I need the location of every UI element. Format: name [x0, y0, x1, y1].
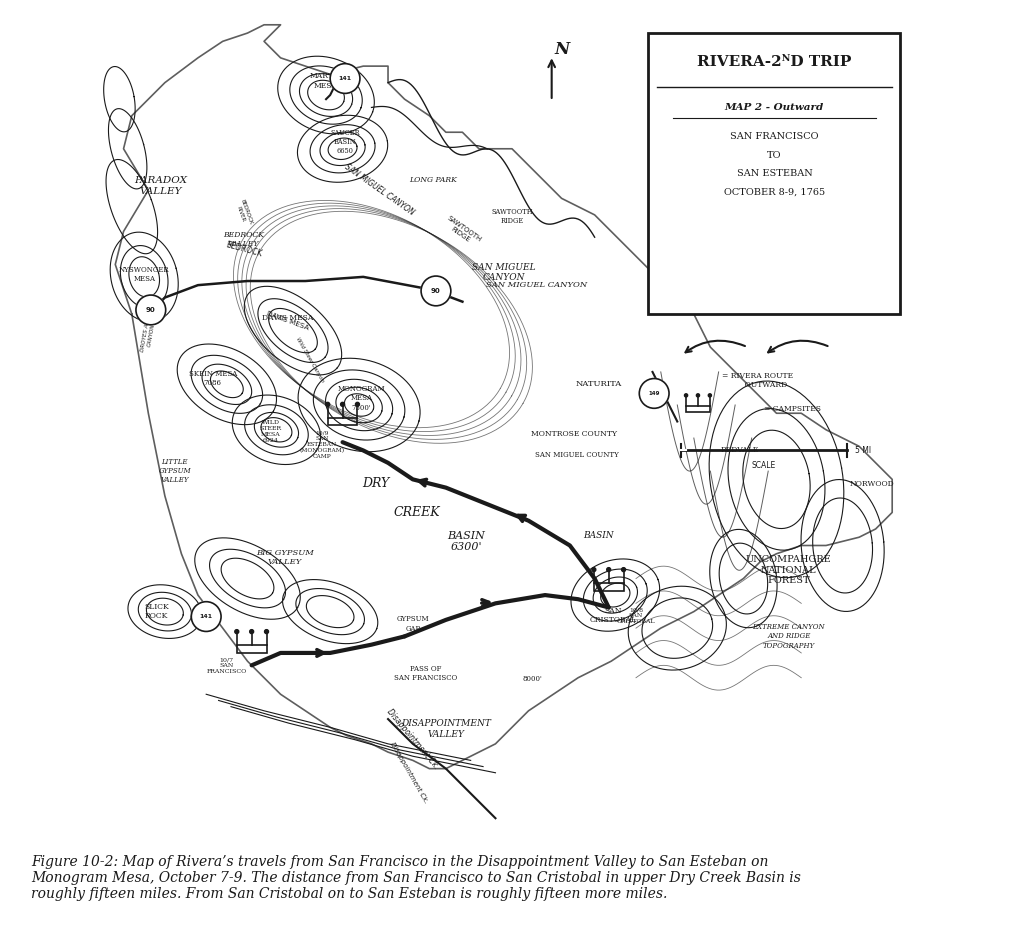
Text: Wild Steer Canyon: Wild Steer Canyon: [295, 336, 325, 383]
Text: DISAPPOINTMENT
VALLEY: DISAPPOINTMENT VALLEY: [401, 719, 490, 739]
Circle shape: [421, 276, 451, 306]
Text: SAN
CRISTOBAL: SAN CRISTOBAL: [589, 607, 636, 624]
Text: SLICK
ROCK: SLICK ROCK: [144, 603, 169, 620]
Text: BEDROCK
VALLEY: BEDROCK VALLEY: [223, 231, 264, 248]
Text: MONTROSE COUNTY: MONTROSE COUNTY: [531, 430, 617, 438]
Circle shape: [250, 630, 254, 634]
Text: BIG GYPSUM
VALLEY: BIG GYPSUM VALLEY: [256, 549, 313, 566]
Text: REDVALE: REDVALE: [720, 446, 759, 454]
Text: NYSWONGER
MESA: NYSWONGER MESA: [119, 266, 170, 283]
Text: DRY: DRY: [362, 477, 389, 490]
Text: SAN FRANCISCO: SAN FRANCISCO: [730, 132, 818, 141]
Text: 8000': 8000': [522, 675, 543, 683]
Bar: [648, 33, 900, 314]
Text: BASIN
6300': BASIN 6300': [447, 530, 485, 552]
Text: SAWTOOTH
RIDGE: SAWTOOTH RIDGE: [492, 208, 532, 225]
Text: Disappointment Ck.: Disappointment Ck.: [389, 741, 429, 805]
Text: SCALE: SCALE: [752, 461, 776, 470]
Bar: [237, 645, 266, 653]
Circle shape: [684, 394, 688, 397]
Text: TO: TO: [767, 151, 781, 160]
Text: Disappointment Ck.: Disappointment Ck.: [385, 707, 440, 770]
Bar: [686, 406, 710, 412]
Text: EXTREME CANYON
AND RIDGE
TOPOGRAPHY: EXTREME CANYON AND RIDGE TOPOGRAPHY: [753, 623, 825, 650]
Text: 90: 90: [146, 307, 156, 313]
Text: RIVERA-2ᴺD TRIP: RIVERA-2ᴺD TRIP: [697, 55, 852, 69]
Text: N: N: [554, 41, 569, 58]
Text: 149: 149: [648, 390, 659, 396]
Circle shape: [326, 403, 330, 407]
Text: BASIN: BASIN: [584, 531, 614, 540]
Circle shape: [639, 378, 669, 408]
Text: 141: 141: [339, 76, 351, 81]
Text: DAVIS MESA: DAVIS MESA: [265, 311, 309, 332]
Circle shape: [136, 295, 166, 325]
Text: CREEK: CREEK: [393, 506, 440, 519]
Text: MAP 2 - Outward: MAP 2 - Outward: [725, 103, 824, 112]
Text: NATURITA: NATURITA: [575, 380, 622, 389]
Text: = RIVERA ROUTE
       OUTWARD: = RIVERA ROUTE OUTWARD: [722, 371, 794, 389]
Text: DAVIS MESA: DAVIS MESA: [261, 314, 313, 322]
Text: 5 MI: 5 MI: [855, 446, 871, 455]
Circle shape: [264, 630, 268, 634]
Text: SAN MIGUEL COUNTY: SAN MIGUEL COUNTY: [535, 450, 618, 459]
Text: SAUCER
BASIN
6650: SAUCER BASIN 6650: [330, 129, 359, 156]
Text: 10/8
SAN
CRISTOBAL: 10/8 SAN CRISTOBAL: [616, 607, 655, 624]
Circle shape: [191, 601, 221, 632]
Text: LITTLE
GYPSUM
VALLEY: LITTLE GYPSUM VALLEY: [159, 458, 191, 484]
Text: LONG PARK: LONG PARK: [410, 176, 458, 184]
Text: SAN MIGUEL CANYON: SAN MIGUEL CANYON: [343, 162, 416, 218]
Text: 10/9
SAN
ESTEBAN
(MONOGRAM)
CAMP: 10/9 SAN ESTEBAN (MONOGRAM) CAMP: [299, 430, 344, 459]
Text: MONOGRAM
MESA
7300': MONOGRAM MESA 7300': [338, 385, 385, 411]
Text: MARTIN
MESA: MARTIN MESA: [309, 72, 343, 89]
Text: SAWTOOTH
RIDGE: SAWTOOTH RIDGE: [442, 215, 482, 248]
Circle shape: [709, 394, 712, 397]
Text: SKEIN MESA
7086: SKEIN MESA 7086: [188, 370, 237, 388]
Circle shape: [592, 568, 596, 572]
Text: OCTOBER 8-9, 1765: OCTOBER 8-9, 1765: [724, 188, 825, 197]
Circle shape: [234, 630, 239, 634]
Text: 90: 90: [431, 288, 441, 294]
Text: BEDROCK
RIVER: BEDROCK RIVER: [233, 199, 253, 228]
Text: PARADOX
VALLEY: PARADOX VALLEY: [134, 177, 187, 196]
Text: = CAMPSITES: = CAMPSITES: [764, 405, 821, 413]
Text: SAN MIGUEL
CANYON: SAN MIGUEL CANYON: [472, 263, 536, 282]
Text: 141: 141: [200, 614, 213, 619]
Text: NORWOOD: NORWOOD: [849, 480, 894, 487]
Text: BEDROCK: BEDROCK: [224, 240, 262, 258]
Text: WILD
STEER
MESA
6924: WILD STEER MESA 6924: [260, 420, 282, 443]
Bar: [328, 418, 357, 426]
Circle shape: [355, 403, 359, 407]
Circle shape: [622, 568, 626, 572]
Text: UNCOMPAHGRE
NATIONAL
FOREST: UNCOMPAHGRE NATIONAL FOREST: [746, 556, 831, 585]
Text: 10/7
SAN
FRANCISCO: 10/7 SAN FRANCISCO: [207, 657, 247, 674]
Circle shape: [606, 568, 610, 572]
Circle shape: [696, 394, 699, 397]
Bar: [594, 583, 624, 591]
Text: DROYES AVE
CANYON: DROYES AVE CANYON: [140, 316, 157, 353]
Circle shape: [341, 403, 344, 407]
Text: Figure 10-2: Map of Rivera’s travels from San Francisco in the Disappointment Va: Figure 10-2: Map of Rivera’s travels fro…: [31, 855, 801, 902]
Circle shape: [330, 64, 359, 93]
Text: PASS OF
SAN FRANCISCO: PASS OF SAN FRANCISCO: [393, 665, 457, 682]
Text: GYPSUM
GAP: GYPSUM GAP: [396, 616, 429, 633]
Text: SAN MIGUEL CANYON: SAN MIGUEL CANYON: [486, 281, 588, 289]
Text: SAN ESTEBAN: SAN ESTEBAN: [736, 169, 812, 178]
